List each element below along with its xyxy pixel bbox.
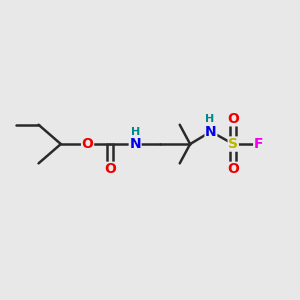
Text: N: N (129, 137, 141, 151)
Text: O: O (82, 137, 94, 151)
Text: N: N (205, 124, 217, 139)
Text: S: S (228, 137, 238, 151)
Text: O: O (104, 162, 116, 176)
Text: H: H (130, 127, 140, 136)
Text: O: O (227, 162, 239, 176)
Text: F: F (254, 137, 263, 151)
Text: O: O (227, 112, 239, 126)
Text: H: H (205, 114, 214, 124)
